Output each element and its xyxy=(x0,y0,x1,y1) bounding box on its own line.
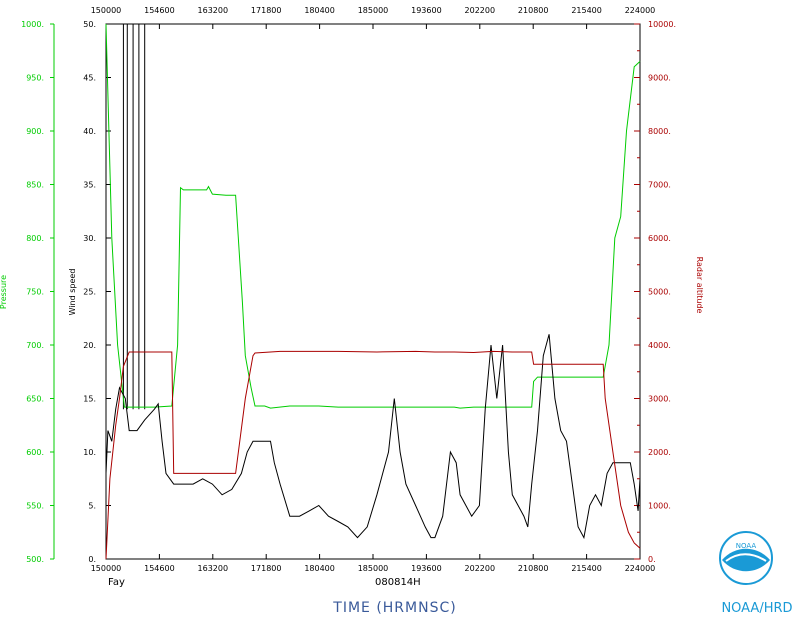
wind-speed-series-line xyxy=(105,334,641,540)
x-tick-label: 171800 xyxy=(251,564,282,573)
x-tick-label-top: 193600 xyxy=(411,6,442,15)
wind-tick-label: 30. xyxy=(83,234,96,243)
x-tick-label-top: 180400 xyxy=(304,6,335,15)
wind-tick-label: 0. xyxy=(88,555,96,564)
altitude-axis-title: Radar altitude xyxy=(695,257,704,314)
noaa-logo: NOAA xyxy=(719,531,773,585)
wind-axis-title: Wind speed xyxy=(68,269,77,316)
logo-text: NOAA xyxy=(736,542,757,550)
pressure-tick-label: 700. xyxy=(26,341,44,350)
storm-name: Fay xyxy=(108,577,125,588)
series-layer xyxy=(105,23,641,560)
altitude-tick-label: 7000. xyxy=(648,181,671,190)
pressure-tick-label: 950. xyxy=(26,74,44,83)
x-tick-label-top: 224000 xyxy=(625,6,656,15)
x-tick-label: 154600 xyxy=(144,564,175,573)
wind-tick-label: 35. xyxy=(83,181,96,190)
pressure-tick-label: 1000. xyxy=(21,20,44,29)
x-tick-label-top: 150000 xyxy=(91,6,122,15)
text-layer: 150000 150000 154600 154600 163200 163200 1718… xyxy=(0,6,704,573)
altitude-tick-label: 10000. xyxy=(648,20,676,29)
pressure-series-line xyxy=(105,23,641,409)
x-tick-label: 185000 xyxy=(358,564,389,573)
x-tick-label-top: 210800 xyxy=(518,6,549,15)
wind-tick-label: 50. xyxy=(83,20,96,29)
altitude-tick-label: 0. xyxy=(648,555,656,564)
plot-frame xyxy=(105,23,641,560)
x-axis-title: TIME (HRMNSC) xyxy=(332,600,456,616)
x-tick-label-top: 163200 xyxy=(198,6,229,15)
altitude-tick-label: 2000. xyxy=(648,448,671,457)
x-tick-label-top: 185000 xyxy=(358,6,389,15)
x-tick-label-top: 154600 xyxy=(144,6,175,15)
altitude-tick-label: 3000. xyxy=(648,395,671,404)
altitude-tick-label: 4000. xyxy=(648,341,671,350)
pressure-tick-label: 600. xyxy=(26,448,44,457)
pressure-tick-label: 850. xyxy=(26,181,44,190)
wind-tick-label: 40. xyxy=(83,127,96,136)
x-tick-label: 193600 xyxy=(411,564,442,573)
x-tick-label: 180400 xyxy=(304,564,335,573)
pressure-tick-label: 900. xyxy=(26,127,44,136)
pressure-tick-label: 750. xyxy=(26,288,44,297)
x-tick-label: 163200 xyxy=(198,564,229,573)
x-tick-label: 210800 xyxy=(518,564,549,573)
wind-tick-label: 20. xyxy=(83,341,96,350)
altitude-tick-label: 1000. xyxy=(648,502,671,511)
altitude-tick-label: 6000. xyxy=(648,234,671,243)
x-tick-label-top: 202200 xyxy=(465,6,496,15)
radar-altitude-series-line xyxy=(105,350,641,560)
axes-layer xyxy=(50,23,641,560)
altitude-tick-label: 9000. xyxy=(648,74,671,83)
wind-tick-label: 25. xyxy=(83,288,96,297)
x-tick-label: 202200 xyxy=(465,564,496,573)
org-label: NOAA/HRD xyxy=(721,601,792,616)
wind-tick-label: 45. xyxy=(83,74,96,83)
pressure-tick-label: 800. xyxy=(26,234,44,243)
wind-tick-label: 10. xyxy=(83,448,96,457)
date-label: 080814H xyxy=(375,577,421,588)
altitude-tick-label: 5000. xyxy=(648,288,671,297)
x-tick-label: 224000 xyxy=(625,564,656,573)
wind-tick-label: 5. xyxy=(88,502,96,511)
wind-tick-label: 15. xyxy=(83,395,96,404)
pressure-tick-label: 550. xyxy=(26,502,44,511)
x-tick-label: 215400 xyxy=(571,564,602,573)
x-tick-label-top: 171800 xyxy=(251,6,282,15)
altitude-tick-label: 8000. xyxy=(648,127,671,136)
pressure-tick-label: 500. xyxy=(26,555,44,564)
x-tick-label-top: 215400 xyxy=(571,6,602,15)
pressure-axis-title: Pressure xyxy=(0,275,8,309)
x-tick-label: 150000 xyxy=(91,564,122,573)
pressure-tick-label: 650. xyxy=(26,395,44,404)
